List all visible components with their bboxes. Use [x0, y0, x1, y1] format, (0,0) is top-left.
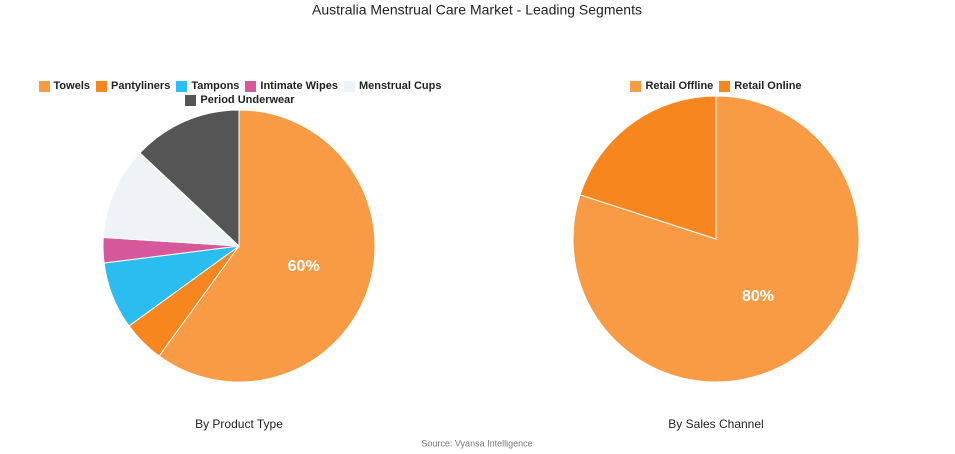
chart-title: Australia Menstrual Care Market - Leadin… — [312, 2, 642, 18]
legend-item: Retail Offline — [630, 80, 713, 92]
legend-item: Retail Online — [719, 80, 802, 92]
legend-swatch — [343, 80, 355, 92]
legend-item: Menstrual Cups — [343, 80, 442, 92]
pie-slice — [139, 109, 240, 248]
legend: Retail Offline Retail Online — [520, 80, 912, 92]
chart-subtitle: By Product Type — [195, 417, 283, 431]
legend-label: Retail Online — [734, 80, 802, 92]
legend-item: Pantyliners — [96, 80, 170, 92]
pie-slice — [102, 152, 241, 247]
legend-item: Intimate Wipes — [245, 80, 338, 92]
legend-label: Tampons — [191, 80, 240, 92]
legend-swatch — [245, 80, 257, 92]
legend-label: Pantyliners — [111, 80, 171, 92]
pie-slice — [158, 109, 376, 383]
source: Source: Vyansa Intelligence — [421, 438, 532, 448]
legend-item: Towels — [38, 80, 91, 92]
legend-label: Towels — [53, 80, 91, 92]
legend-swatch — [630, 80, 642, 92]
legend-item: Period Underwear — [185, 94, 295, 106]
data-label: 60% — [288, 258, 320, 275]
legend-swatch — [719, 80, 731, 92]
data-label: 80% — [742, 288, 774, 305]
legend-swatch — [38, 80, 50, 92]
chart-subtitle: By Sales Channel — [668, 417, 763, 431]
legend-label: Period Underwear — [200, 94, 295, 106]
legend-item: Tampons — [176, 80, 239, 92]
pie-slice — [579, 95, 717, 240]
legend-label: Menstrual Cups — [358, 80, 442, 92]
legend-swatch — [96, 80, 108, 92]
legend-label: Retail Offline — [645, 80, 714, 92]
legend-swatch — [176, 80, 188, 92]
legend-label: Intimate Wipes — [260, 80, 338, 92]
legend-swatch — [185, 94, 197, 106]
legend: Towels Pantyliners Tampons Intimate Wipes Me… — [20, 80, 460, 106]
